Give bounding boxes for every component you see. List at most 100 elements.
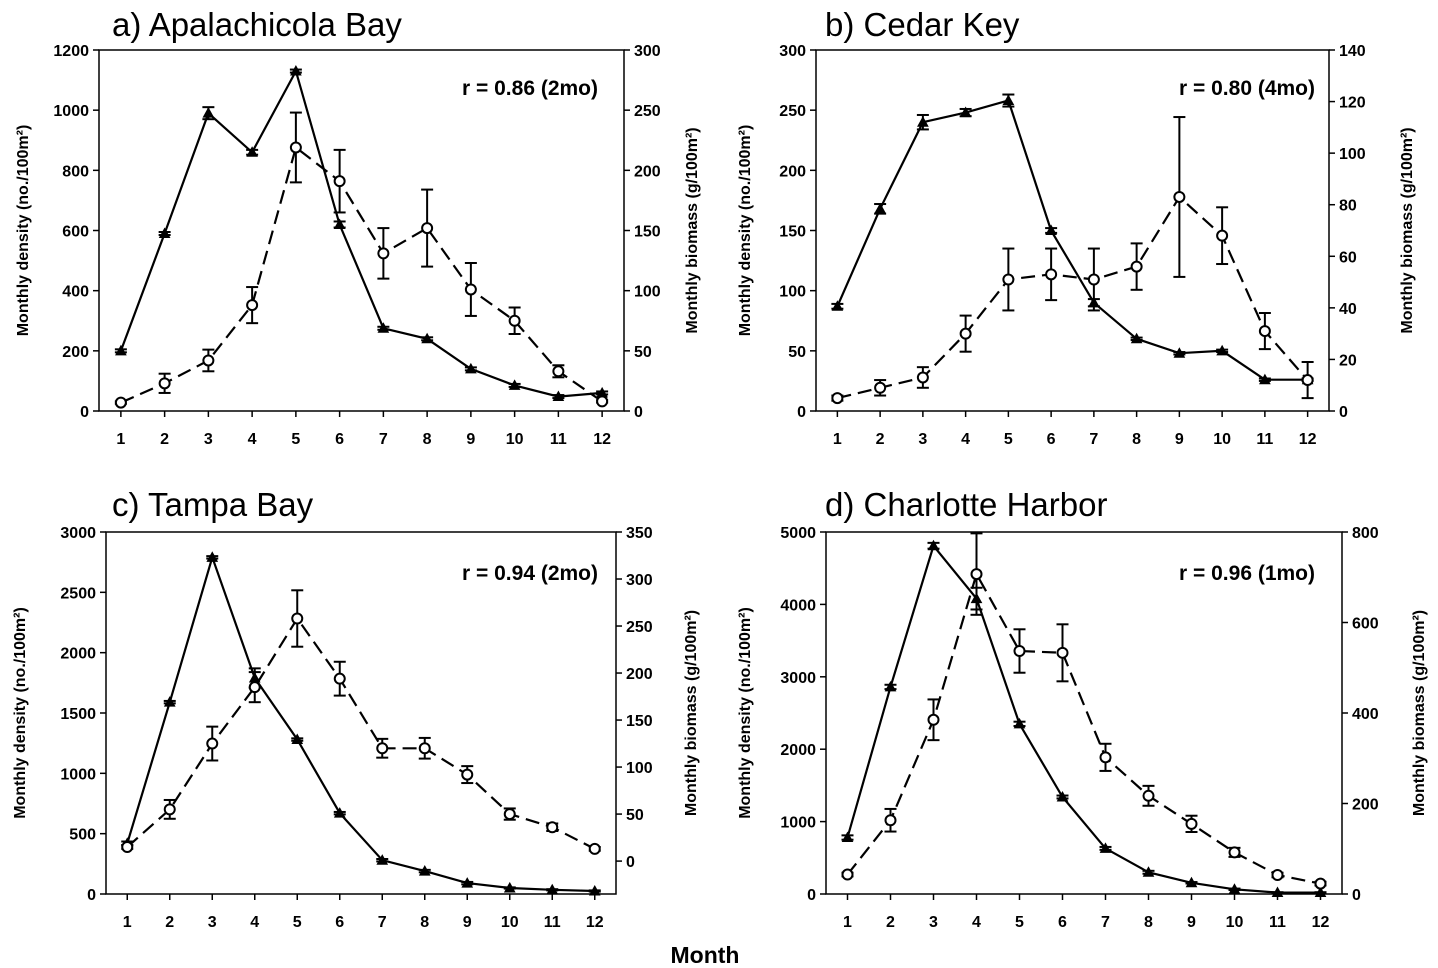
right-y-tick-label: 200 [1352, 797, 1379, 814]
right-y-tick-label: 20 [1339, 352, 1357, 369]
left-y-tick-label: 2000 [780, 742, 816, 759]
biomass-point [1087, 273, 1100, 286]
x-tick-label: 12 [593, 431, 611, 448]
right-y-tick-label: 600 [1352, 616, 1379, 633]
x-tick-label: 11 [544, 914, 561, 931]
x-tick-label: 3 [204, 431, 213, 448]
biomass-point [1185, 817, 1198, 830]
biomass-point [1130, 260, 1143, 273]
panel-title: a) Apalachicola Bay [112, 6, 402, 43]
left-y-axis-label: Monthly density (no./100m²) [15, 125, 32, 337]
x-tick-label: 11 [1269, 914, 1286, 931]
x-tick-label: 11 [1256, 431, 1273, 448]
biomass-point [1258, 325, 1271, 338]
density-series-line [836, 99, 1308, 381]
left-y-tick-label: 1000 [60, 766, 96, 783]
density-point [376, 854, 389, 865]
x-tick-label: 5 [1015, 914, 1024, 931]
density-point [1130, 332, 1143, 344]
x-tick-label: 4 [250, 914, 259, 931]
biomass-point [376, 742, 389, 755]
left-y-tick-label: 150 [779, 224, 806, 241]
left-y-tick-label: 0 [80, 404, 89, 421]
biomass-point [552, 365, 565, 378]
x-tick-label: 9 [466, 431, 475, 448]
density-point [465, 362, 477, 374]
left-y-axis-label: Monthly density (no./100m²) [737, 607, 754, 819]
density-point [1002, 94, 1015, 106]
x-tick-label: 8 [420, 914, 429, 931]
right-y-tick-label: 200 [634, 163, 661, 180]
figure-x-axis-label: Month [671, 942, 740, 968]
right-y-tick-label: 0 [1339, 404, 1348, 421]
biomass-point [831, 392, 844, 405]
biomass-series-line [837, 195, 1309, 400]
biomass-series-line [846, 571, 1321, 885]
x-tick-label: 8 [1144, 914, 1153, 931]
biomass-point [1013, 645, 1026, 658]
biomass-point [1045, 268, 1058, 281]
left-y-tick-label: 400 [62, 284, 89, 301]
x-tick-label: 4 [972, 914, 981, 931]
biomass-point [596, 395, 609, 408]
density-point [1173, 347, 1186, 358]
right-y-tick-label: 120 [1339, 95, 1366, 112]
left-y-tick-label: 100 [779, 284, 806, 301]
biomass-point [1142, 789, 1155, 802]
x-tick-label: 7 [1101, 914, 1110, 931]
x-tick-label: 2 [165, 914, 174, 931]
left-y-tick-label: 800 [62, 163, 89, 180]
density-point [1142, 866, 1155, 877]
density-point [917, 116, 929, 127]
biomass-point [246, 299, 259, 312]
left-y-tick-label: 600 [62, 224, 89, 241]
left-y-tick-label: 1200 [53, 43, 89, 60]
density-point [1314, 886, 1327, 898]
biomass-point [970, 568, 983, 581]
left-y-tick-label: 500 [69, 827, 96, 844]
left-y-tick-label: 1500 [60, 706, 96, 723]
left-y-tick-label: 0 [87, 887, 96, 904]
biomass-point [588, 842, 601, 855]
plot-frame [815, 49, 1330, 412]
x-tick-label: 10 [506, 431, 524, 448]
density-point [1259, 373, 1271, 385]
density-point [503, 881, 516, 893]
correlation-annotation: r = 0.94 (2mo) [462, 562, 598, 585]
right-y-tick-label: 400 [1352, 706, 1379, 723]
right-y-tick-label: 0 [634, 404, 643, 421]
biomass-point [1056, 646, 1069, 659]
biomass-point [874, 381, 887, 394]
right-y-tick-label: 0 [626, 854, 635, 871]
biomass-point [461, 768, 474, 781]
x-tick-label: 4 [248, 431, 257, 448]
right-y-tick-label: 150 [634, 224, 661, 241]
density-point [1271, 886, 1284, 898]
x-tick-label: 8 [423, 431, 432, 448]
density-point [377, 322, 390, 333]
x-tick-label: 7 [378, 914, 387, 931]
left-y-tick-label: 1000 [53, 103, 89, 120]
density-point [1228, 883, 1241, 894]
panel-apalachicola-bay: 0 200 400 600 800 1000 1200 0 50 100 150 200 250 300 1… [15, 6, 701, 448]
density-point [290, 65, 302, 76]
left-y-tick-label: 3000 [780, 670, 816, 687]
biomass-point [333, 175, 346, 188]
right-y-tick-label: 800 [1352, 525, 1379, 542]
biomass-point [1228, 846, 1241, 859]
biomass-point [546, 821, 559, 834]
x-tick-label: 10 [1226, 914, 1244, 931]
density-point [418, 865, 431, 876]
biomass-series-line [126, 616, 596, 850]
x-tick-label: 1 [833, 431, 842, 448]
x-tick-label: 6 [335, 431, 344, 448]
density-point [206, 551, 219, 562]
density-point [588, 884, 601, 896]
biomass-series-line [120, 145, 603, 404]
biomass-point [927, 713, 940, 726]
x-tick-label: 10 [501, 914, 519, 931]
right-y-tick-label: 300 [634, 43, 661, 60]
left-y-tick-label: 0 [797, 404, 806, 421]
